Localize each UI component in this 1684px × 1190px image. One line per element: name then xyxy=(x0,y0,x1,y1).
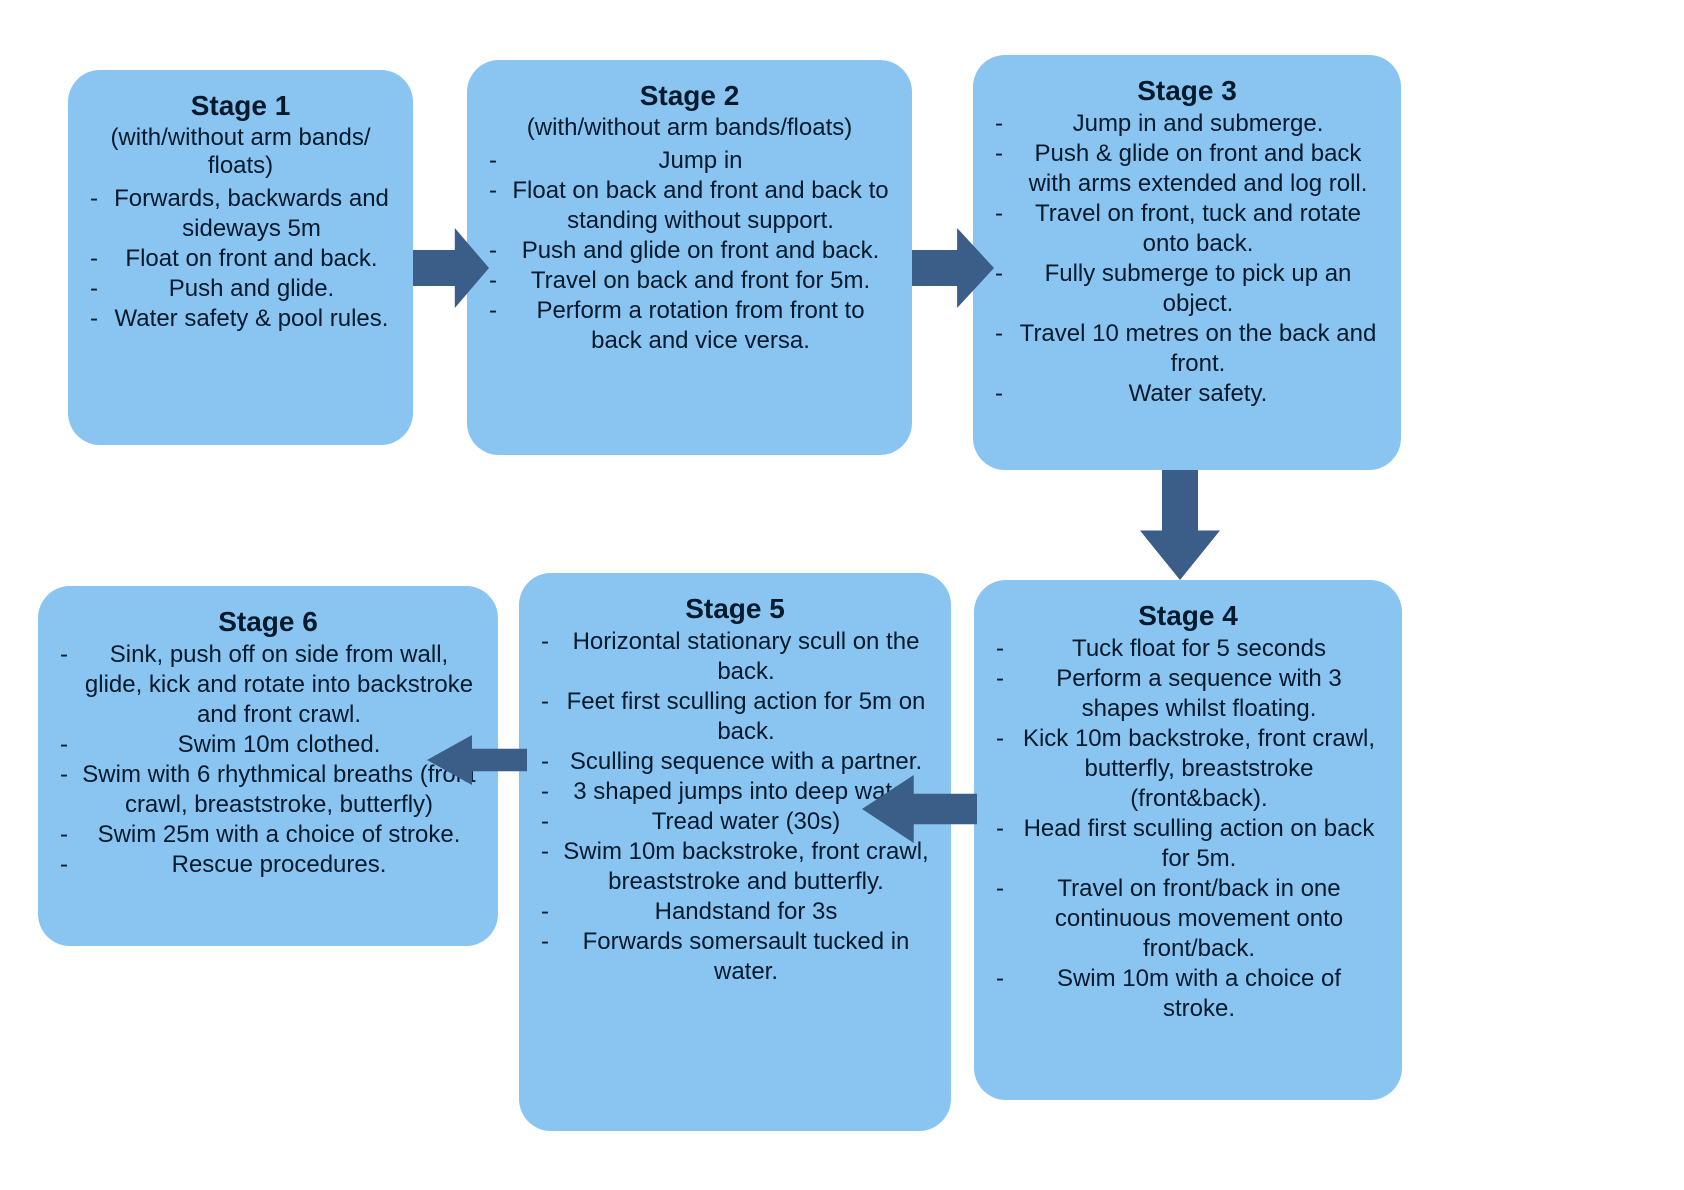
stage-3-box: Stage 3 Jump in and submerge.Push & glid… xyxy=(973,55,1401,470)
stage-1-subtitle: (with/without arm bands/ floats) xyxy=(90,124,391,180)
list-item: Sculling sequence with a partner. xyxy=(541,747,929,777)
list-item: Water safety & pool rules. xyxy=(90,304,391,334)
flow-arrow-right xyxy=(912,228,994,308)
stage-3-title: Stage 3 xyxy=(995,75,1379,107)
list-item: Kick 10m backstroke, front crawl, butter… xyxy=(996,724,1380,814)
list-item: Perform a sequence with 3 shapes whilst … xyxy=(996,664,1380,724)
stage-4-title: Stage 4 xyxy=(996,600,1380,632)
list-item: Jump in and submerge. xyxy=(995,109,1379,139)
list-item: Forwards somersault tucked in water. xyxy=(541,927,929,987)
list-item: Forwards, backwards and sideways 5m xyxy=(90,184,391,244)
stage-4-box: Stage 4 Tuck float for 5 secondsPerform … xyxy=(974,580,1402,1100)
flow-arrow-left xyxy=(427,735,527,785)
list-item: Water safety. xyxy=(995,379,1379,409)
stage-1-box: Stage 1 (with/without arm bands/ floats)… xyxy=(68,70,413,445)
list-item: Float on front and back. xyxy=(90,244,391,274)
stage-6-title: Stage 6 xyxy=(60,606,476,638)
flow-arrow-down xyxy=(1140,470,1220,580)
list-item: Swim 10m backstroke, front crawl, breast… xyxy=(541,837,929,897)
stage-6-list: Sink, push off on side from wall, glide,… xyxy=(60,640,476,880)
stage-4-list: Tuck float for 5 secondsPerform a sequen… xyxy=(996,634,1380,1024)
stage-1-list: Forwards, backwards and sideways 5mFloat… xyxy=(90,184,391,334)
stage-3-list: Jump in and submerge.Push & glide on fro… xyxy=(995,109,1379,409)
list-item: Push & glide on front and back with arms… xyxy=(995,139,1379,199)
list-item: Feet first sculling action for 5m on bac… xyxy=(541,687,929,747)
list-item: Swim 25m with a choice of stroke. xyxy=(60,820,476,850)
list-item: Jump in xyxy=(489,146,890,176)
list-item: Rescue procedures. xyxy=(60,850,476,880)
list-item: Travel on front/back in one continuous m… xyxy=(996,874,1380,964)
list-item: Head first sculling action on back for 5… xyxy=(996,814,1380,874)
list-item: Handstand for 3s xyxy=(541,897,929,927)
list-item: Push and glide. xyxy=(90,274,391,304)
list-item: Fully submerge to pick up an object. xyxy=(995,259,1379,319)
list-item: Travel on front, tuck and rotate onto ba… xyxy=(995,199,1379,259)
list-item: Horizontal stationary scull on the back. xyxy=(541,627,929,687)
list-item: Sink, push off on side from wall, glide,… xyxy=(60,640,476,730)
stage-5-box: Stage 5 Horizontal stationary scull on t… xyxy=(519,573,951,1131)
stage-2-box: Stage 2 (with/without arm bands/floats) … xyxy=(467,60,912,455)
stage-2-subtitle: (with/without arm bands/floats) xyxy=(489,114,890,142)
stage-1-title: Stage 1 xyxy=(90,90,391,122)
stage-2-list: Jump inFloat on back and front and back … xyxy=(489,146,890,356)
flow-arrow-right xyxy=(413,228,489,308)
list-item: Float on back and front and back to stan… xyxy=(489,176,890,236)
list-item: Swim 10m clothed. xyxy=(60,730,476,760)
stage-2-title: Stage 2 xyxy=(489,80,890,112)
list-item: Perform a rotation from front to back an… xyxy=(489,296,890,356)
list-item: Swim with 6 rhythmical breaths (front cr… xyxy=(60,760,476,820)
stage-5-title: Stage 5 xyxy=(541,593,929,625)
list-item: Push and glide on front and back. xyxy=(489,236,890,266)
list-item: Travel on back and front for 5m. xyxy=(489,266,890,296)
list-item: Travel 10 metres on the back and front. xyxy=(995,319,1379,379)
list-item: Tuck float for 5 seconds xyxy=(996,634,1380,664)
list-item: Swim 10m with a choice of stroke. xyxy=(996,964,1380,1024)
flow-arrow-left xyxy=(862,775,977,843)
